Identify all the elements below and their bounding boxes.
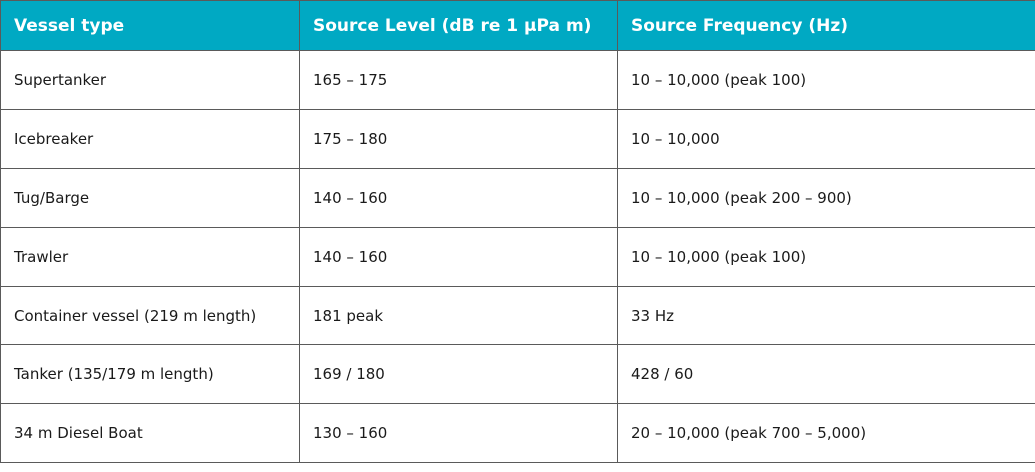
- header-source-frequency: Source Frequency (Hz): [617, 0, 1035, 51]
- header-source-level: Source Level (dB re 1 μPa m): [299, 0, 618, 51]
- header-vessel-type: Vessel type: [0, 0, 300, 51]
- cell-source-level: 165 – 175: [299, 50, 618, 110]
- cell-source-frequency: 428 / 60: [617, 344, 1035, 405]
- cell-source-level: 169 / 180: [299, 344, 618, 405]
- cell-vessel-type: Trawler: [0, 226, 300, 287]
- table-row: Tug/Barge 140 – 160 10 – 10,000 (peak 20…: [0, 167, 1035, 228]
- table-row: Supertanker 165 – 175 10 – 10,000 (peak …: [0, 50, 1035, 110]
- table-body: Supertanker 165 – 175 10 – 10,000 (peak …: [0, 50, 1035, 464]
- table-header: Vessel type Source Level (dB re 1 μPa m)…: [0, 0, 1035, 51]
- cell-source-level: 140 – 160: [299, 167, 618, 228]
- cell-source-frequency: 10 – 10,000 (peak 200 – 900): [617, 167, 1035, 228]
- table-row: Container vessel (219 m length) 181 peak…: [0, 285, 1035, 346]
- table-row: 34 m Diesel Boat 130 – 160 20 – 10,000 (…: [0, 403, 1035, 464]
- cell-source-frequency: 33 Hz: [617, 285, 1035, 346]
- cell-source-level: 181 peak: [299, 285, 618, 346]
- table-row: Icebreaker 175 – 180 10 – 10,000: [0, 108, 1035, 169]
- cell-vessel-type: Container vessel (219 m length): [0, 285, 300, 346]
- cell-source-frequency: 10 – 10,000 (peak 100): [617, 50, 1035, 110]
- cell-source-frequency: 10 – 10,000 (peak 100): [617, 226, 1035, 287]
- cell-vessel-type: Tug/Barge: [0, 167, 300, 228]
- cell-vessel-type: Icebreaker: [0, 108, 300, 169]
- cell-vessel-type: Tanker (135/179 m length): [0, 344, 300, 405]
- cell-vessel-type: Supertanker: [0, 50, 300, 110]
- cell-vessel-type: 34 m Diesel Boat: [0, 403, 300, 464]
- table-row: Trawler 140 – 160 10 – 10,000 (peak 100): [0, 226, 1035, 287]
- table-row: Tanker (135/179 m length) 169 / 180 428 …: [0, 344, 1035, 405]
- cell-source-frequency: 20 – 10,000 (peak 700 – 5,000): [617, 403, 1035, 464]
- header-row: Vessel type Source Level (dB re 1 μPa m)…: [0, 0, 1035, 51]
- cell-source-level: 130 – 160: [299, 403, 618, 464]
- cell-source-level: 175 – 180: [299, 108, 618, 169]
- cell-source-frequency: 10 – 10,000: [617, 108, 1035, 169]
- cell-source-level: 140 – 160: [299, 226, 618, 287]
